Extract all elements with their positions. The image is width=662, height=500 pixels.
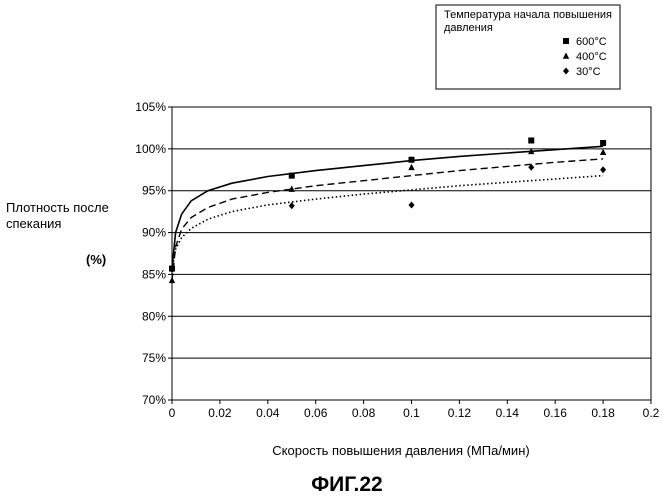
y-axis-ticks: 70% 75% 80% 85% 90% 95% 100% 105% [135, 100, 172, 407]
legend-marker-triangle [562, 52, 570, 59]
point-square [408, 156, 415, 163]
legend-box [435, 4, 621, 90]
data-points [168, 137, 607, 284]
figure-caption: ФИГ.22 [311, 473, 383, 496]
legend-marker-diamond [563, 67, 569, 75]
gridlines [172, 106, 651, 401]
y-tick-label: 80% [142, 309, 166, 323]
fit-curve-diamond [171, 174, 604, 270]
y-tick-label: 70% [142, 393, 166, 407]
legend-entries: 600°C 400°C 30°C [562, 36, 607, 78]
point-square [288, 172, 295, 179]
point-square [600, 139, 607, 146]
x-tick-label: 0 [169, 406, 176, 420]
legend-label: 30°C [576, 66, 601, 78]
y-tick-label: 75% [142, 351, 166, 365]
x-tick-label: 0.06 [304, 406, 328, 420]
legend: Температура начала повышения давления 60… [435, 4, 621, 90]
point-square [528, 137, 535, 144]
x-tick-label: 0.02 [208, 406, 232, 420]
legend-title-line-2: давления [444, 22, 493, 34]
legend-label: 600°C [576, 36, 607, 48]
y-tick-label: 90% [142, 226, 166, 240]
y-tick-label: 95% [142, 184, 166, 198]
point-triangle [408, 163, 415, 171]
x-axis-ticks: 0 0.02 0.04 0.06 0.08 0.1 0.12 0.14 0.16 0.18 0.2 [169, 400, 660, 420]
legend-label: 400°C [576, 51, 607, 63]
point-diamond [528, 163, 535, 171]
x-tick-label: 0.08 [352, 406, 376, 420]
y-axis-label-line-1: Плотность после [6, 200, 109, 215]
x-tick-label: 0.04 [256, 406, 280, 420]
x-axis-label: Скорость повышения давления (МПа/мин) [272, 443, 529, 458]
y-tick-label: 105% [135, 100, 166, 114]
point-triangle [288, 185, 295, 192]
point-diamond [288, 202, 295, 210]
x-tick-label: 0.2 [643, 406, 660, 420]
point-diamond [408, 201, 415, 209]
plot-area [171, 106, 652, 401]
fit-curve-triangle [171, 158, 604, 281]
point-triangle [528, 147, 535, 155]
point-diamond [600, 166, 607, 174]
point-triangle [168, 276, 176, 284]
y-axis-unit: (%) [86, 252, 106, 267]
fit-curve-square [171, 145, 604, 269]
point-diamond [169, 265, 175, 273]
point-triangle [599, 148, 607, 156]
x-tick-label: 0.14 [496, 406, 520, 420]
x-tick-label: 0.1 [403, 406, 420, 420]
x-tick-label: 0.12 [448, 406, 472, 420]
x-tick-label: 0.16 [544, 406, 568, 420]
y-tick-label: 100% [135, 142, 166, 156]
legend-title-line-1: Температура начала повышения [444, 9, 612, 21]
y-axis-label-line-2: спекания [6, 216, 61, 231]
y-tick-label: 85% [142, 267, 166, 281]
x-tick-label: 0.18 [591, 406, 615, 420]
fit-curves [171, 145, 604, 281]
legend-marker-square [563, 38, 569, 44]
